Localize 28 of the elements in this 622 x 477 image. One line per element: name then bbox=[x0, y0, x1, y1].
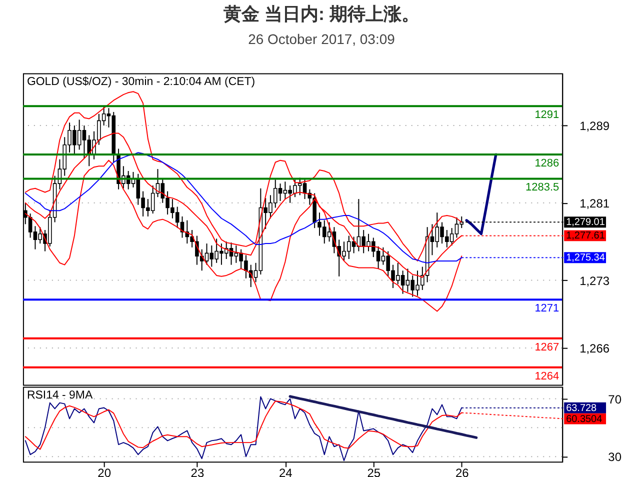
annotation: 1,275.34 bbox=[566, 252, 606, 264]
ref-line-label: 1283.5 bbox=[526, 182, 560, 194]
ref-line-label: 1271 bbox=[534, 302, 560, 315]
annotation: 1,279.01 bbox=[566, 217, 606, 228]
y-tick-label: 70 bbox=[608, 392, 622, 406]
y-tick-label: 1,289 bbox=[580, 119, 610, 133]
x-tick-label: 24 bbox=[279, 466, 293, 477]
line-series bbox=[465, 153, 498, 236]
x-tick-label: 20 bbox=[98, 466, 112, 477]
ref-line-label: 1267 bbox=[534, 341, 560, 354]
y-tick-label: 1,281 bbox=[580, 196, 610, 210]
x-tick-label: 23 bbox=[190, 466, 204, 477]
chart-subtitle: 26 October 2017, 03:09 bbox=[248, 30, 396, 47]
annotation: GOLD (US$/OZ) - 30min - 2:10:04 AM (CET) bbox=[26, 76, 256, 88]
x-tick-label: 26 bbox=[455, 466, 470, 477]
annotation: RSI14 - 9MA bbox=[26, 390, 93, 402]
y-tick-label: 1,266 bbox=[580, 342, 610, 356]
ref-line-label: 1264 bbox=[534, 370, 560, 382]
annotation: 1,277.61 bbox=[566, 230, 606, 242]
annotation: 60.3504 bbox=[566, 414, 603, 425]
ref-line-label: 1291 bbox=[534, 109, 560, 122]
y-tick-label: 30 bbox=[608, 450, 622, 464]
chart-title: 黄金 当日内: 期待上涨。 bbox=[222, 4, 420, 24]
y-tick-label: 1,273 bbox=[580, 274, 610, 288]
line-series bbox=[288, 395, 478, 439]
x-tick-label: 25 bbox=[367, 466, 381, 477]
annotation: 63.728 bbox=[566, 402, 598, 414]
ref-line-label: 1286 bbox=[534, 158, 560, 170]
